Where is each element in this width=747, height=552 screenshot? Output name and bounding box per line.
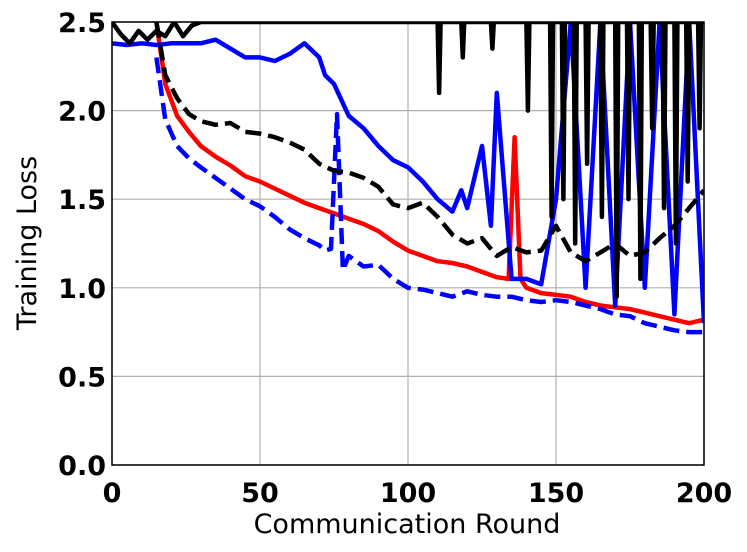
y-tick-label: 2.5: [58, 8, 106, 39]
series-line-3: [154, 57, 704, 335]
series-line-1: [154, 22, 704, 326]
y-tick-label: 0.5: [58, 362, 106, 393]
plot-frame: [111, 21, 705, 466]
series-lines: [112, 22, 704, 335]
x-tick-label: 200: [676, 478, 732, 509]
y-tick-label: 0.0: [58, 451, 106, 482]
y-tick-label: 1.0: [58, 274, 106, 305]
x-tick-labels: 0 50 100 150 200: [103, 478, 733, 509]
y-tick-labels: 0.0 0.5 1.0 1.5 2.0 2.5: [58, 8, 106, 482]
x-tick-label: 0: [103, 478, 122, 509]
x-tick-label: 50: [241, 478, 279, 509]
series-line-2: [112, 22, 704, 324]
y-tick-label: 2.0: [58, 97, 106, 128]
y-axis-label: Training Loss: [12, 156, 43, 331]
y-tick-label: 1.5: [58, 185, 106, 216]
series-line-5: [154, 22, 704, 264]
series-line-4: [112, 22, 704, 299]
x-tick-label: 100: [380, 478, 436, 509]
x-axis-label: Communication Round: [254, 509, 561, 540]
x-tick-label: 150: [528, 478, 584, 509]
